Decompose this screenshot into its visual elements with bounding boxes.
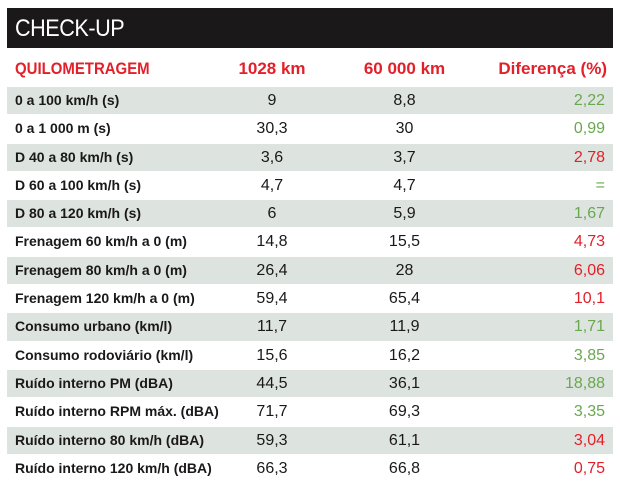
difference-value: 10,1 (573, 290, 605, 308)
table-row: D 60 a 100 km/h (s) 4,7 4,7 = (7, 172, 613, 201)
table-row: D 40 a 80 km/h (s) 3,6 3,7 2,78 (7, 143, 613, 172)
value-1028km: 44,5 (256, 374, 288, 392)
difference-value: 1,67 (573, 205, 605, 223)
value-60000km: 30 (395, 120, 414, 138)
table-row: 0 a 100 km/h (s) 9 8,8 2,22 (7, 87, 613, 116)
table-row: Ruído interno 120 km/h (dBA) 66,3 66,8 0,75 (7, 455, 613, 484)
row-label: D 60 a 100 km/h (s) (15, 176, 142, 193)
value-1028km: 11,7 (257, 318, 287, 336)
difference-value: 0,75 (573, 459, 605, 477)
value-1028km: 6 (267, 205, 277, 223)
table-header: QUILOMETRAGEM 1028 km 60 000 km Diferenç… (7, 54, 613, 84)
difference-value: 1,71 (573, 318, 605, 336)
row-label: D 80 a 120 km/h (s) (15, 205, 142, 222)
difference-value: 18,88 (564, 374, 605, 392)
table-row: Frenagem 120 km/h a 0 (m) 59,4 65,4 10,1 (7, 285, 613, 314)
value-60000km: 5,9 (393, 205, 416, 223)
value-60000km: 36,1 (388, 374, 421, 392)
value-1028km: 9 (267, 92, 277, 109)
value-1028km: 4,7 (260, 176, 284, 194)
value-60000km: 28 (395, 261, 414, 279)
value-60000km: 4,7 (393, 176, 416, 194)
table-body: 0 a 100 km/h (s) 9 8,8 2,22 0 a 1 000 m (s) 3… (7, 87, 613, 484)
row-label: 0 a 1 000 m (s) (15, 120, 111, 137)
difference-value: 3,85 (573, 346, 605, 364)
row-label: Consumo urbano (km/l) (15, 318, 173, 335)
title-bar: CHECK-UP (7, 8, 613, 48)
row-label: Ruído interno 80 km/h (dBA) (15, 431, 204, 448)
row-label: Frenagem 120 km/h a 0 (m) (15, 290, 195, 307)
value-1028km: 71,7 (256, 403, 288, 421)
value-1028km: 14,8 (256, 233, 288, 251)
value-60000km: 16,2 (388, 346, 421, 364)
column-header-60000km: 60 000 km (363, 59, 446, 78)
table-row: Ruído interno RPM máx. (dBA) 71,7 69,3 3,35 (7, 398, 613, 427)
column-header-1028km: 1028 km (238, 59, 306, 78)
value-60000km: 65,4 (388, 290, 421, 308)
row-label: Consumo rodoviário (km/l) (15, 346, 194, 363)
difference-value: 3,04 (573, 431, 605, 449)
value-1028km: 59,4 (256, 290, 288, 308)
table-row: Consumo rodoviário (km/l) 15,6 16,2 3,85 (7, 342, 613, 370)
value-1028km: 3,6 (260, 148, 284, 166)
value-1028km: 26,4 (256, 261, 288, 279)
difference-value: 6,06 (573, 261, 605, 279)
table-row: Frenagem 80 km/h a 0 (m) 26,4 28 6,06 (7, 256, 613, 286)
difference-value: = (595, 176, 605, 194)
value-60000km: 8,8 (393, 92, 416, 109)
difference-value: 2,78 (573, 148, 605, 166)
page-title: CHECK-UP (15, 15, 125, 42)
table-row: Ruído interno 80 km/h (dBA) 59,3 61,1 3,04 (7, 426, 613, 455)
row-label: 0 a 100 km/h (s) (15, 92, 120, 108)
row-label: D 40 a 80 km/h (s) (15, 148, 134, 165)
value-1028km: 30,3 (256, 120, 288, 138)
difference-value: 4,73 (573, 233, 605, 251)
difference-value: 0,99 (573, 120, 605, 138)
difference-value: 3,35 (573, 403, 605, 421)
value-60000km: 11,9 (389, 318, 420, 336)
difference-value: 2,22 (573, 92, 605, 109)
table-row: Frenagem 60 km/h a 0 (m) 14,8 15,5 4,73 (7, 228, 613, 257)
value-60000km: 69,3 (388, 403, 421, 421)
row-label: Ruído interno 120 km/h (dBA) (15, 459, 212, 476)
value-1028km: 59,3 (256, 431, 288, 449)
column-header-difference: Diferença (%) (498, 59, 607, 78)
row-label: Ruído interno RPM máx. (dBA) (15, 403, 219, 420)
value-1028km: 15,6 (256, 346, 288, 364)
table-row: D 80 a 120 km/h (s) 6 5,9 1,67 (7, 200, 613, 229)
row-label: Frenagem 80 km/h a 0 (m) (15, 261, 187, 278)
row-label: Frenagem 60 km/h a 0 (m) (15, 233, 187, 250)
table-row: Ruído interno PM (dBA) 44,5 36,1 18,88 (7, 369, 613, 399)
value-60000km: 15,5 (388, 233, 421, 251)
value-60000km: 66,8 (388, 459, 421, 477)
value-60000km: 3,7 (393, 148, 416, 166)
table-row: Consumo urbano (km/l) 11,7 11,9 1,71 (7, 313, 613, 342)
value-60000km: 61,1 (388, 431, 421, 449)
value-1028km: 66,3 (256, 459, 288, 477)
table-row: 0 a 1 000 m (s) 30,3 30 0,99 (7, 115, 613, 144)
row-label: Ruído interno PM (dBA) (15, 374, 173, 391)
column-header-mileage: QUILOMETRAGEM (15, 59, 150, 78)
